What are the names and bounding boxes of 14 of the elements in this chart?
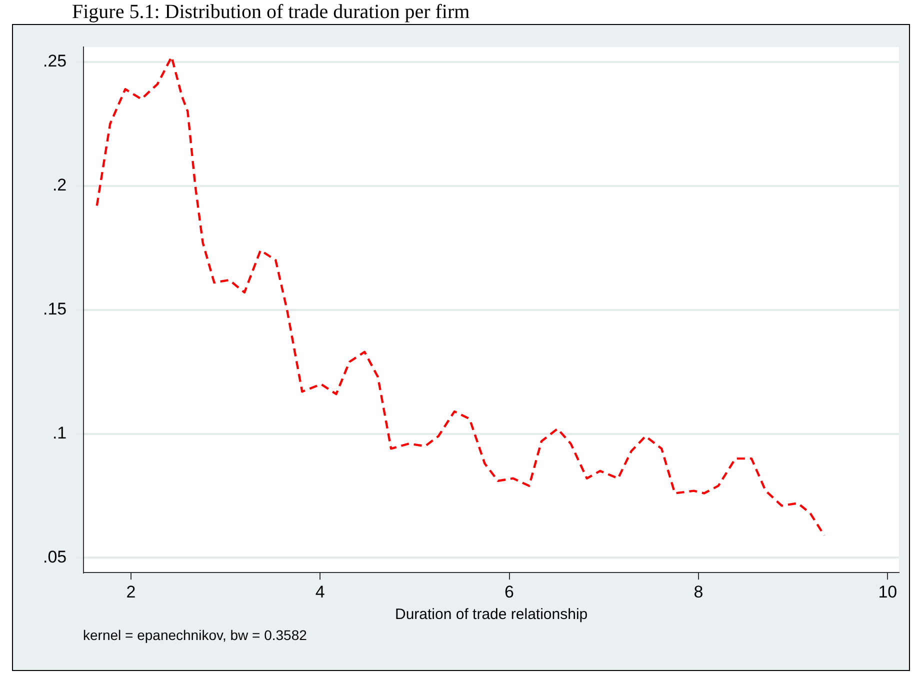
- chart-title: Figure 5.1: Distribution of trade duration per firm: [71, 0, 471, 24]
- text: kernel = epanechnikov, bw = 0.3582: [83, 627, 308, 643]
- y-tick-label: .25: [42, 52, 67, 71]
- x-tick-label: 10: [878, 582, 898, 602]
- x-tick-label: 2: [126, 582, 136, 602]
- x-axis-title: Duration of trade relationship: [395, 606, 588, 624]
- line-series: [96, 56, 826, 537]
- y-tick-label: .2: [52, 176, 67, 195]
- y-tick-label: .05: [42, 547, 67, 566]
- y-tick-label: .1: [52, 423, 67, 442]
- x-tick-label: 8: [694, 582, 704, 602]
- x-tick-label: 6: [504, 582, 514, 602]
- x-tick-label: 4: [315, 582, 325, 602]
- y-tick-label: .15: [42, 299, 67, 318]
